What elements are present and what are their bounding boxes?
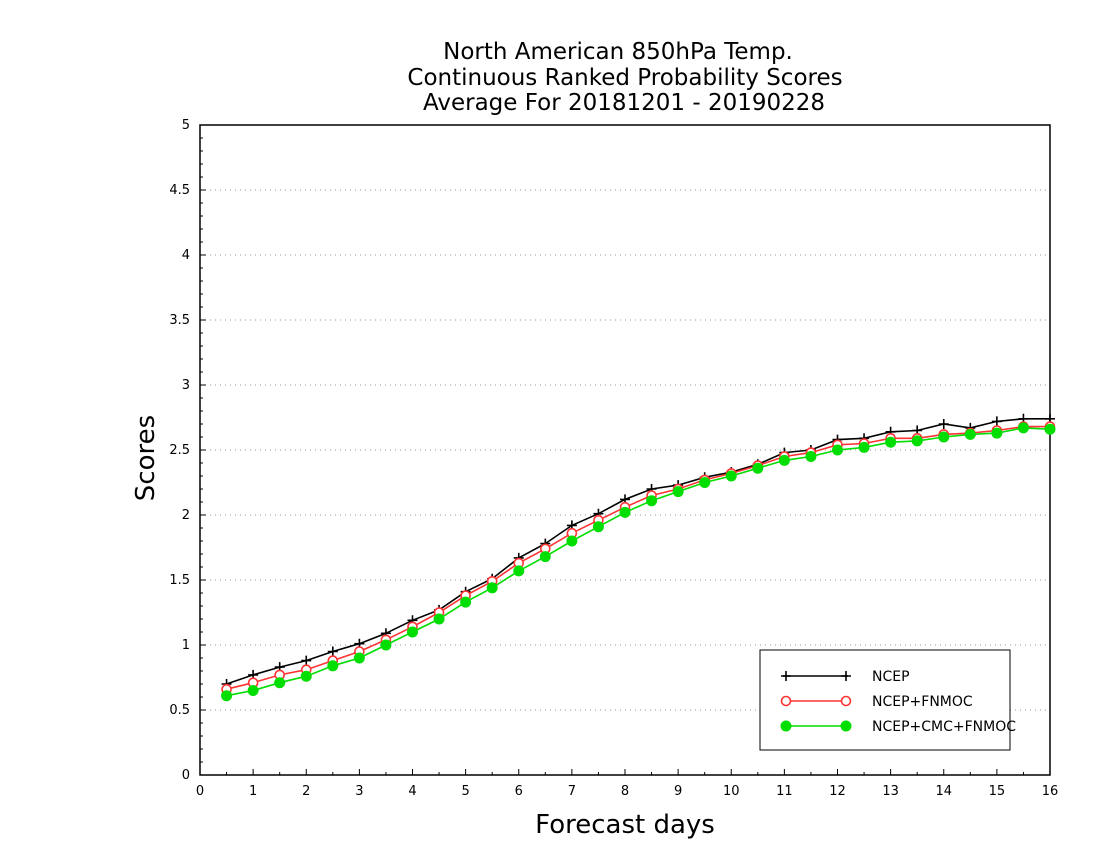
- x-axis-label: Forecast days: [535, 810, 715, 840]
- x-tick-label-13: 13: [882, 784, 899, 799]
- legend-label-ncep: NCEP: [872, 669, 910, 685]
- data-point-ncep: [938, 419, 949, 429]
- legend-label-ncep-fnmoc: NCEP+FNMOC: [872, 694, 973, 710]
- x-tick-label-5: 5: [461, 784, 469, 799]
- x-tick-label-4: 4: [408, 784, 416, 799]
- data-point-ncep-cmc-fnmoc: [778, 454, 790, 466]
- y-tick-label-3: 1.5: [169, 573, 190, 588]
- data-point-ncep-cmc-fnmoc: [407, 626, 418, 638]
- series-ncep-cmc-fnmoc: [221, 422, 1056, 702]
- data-point-ncep-cmc-fnmoc: [513, 565, 525, 577]
- data-point-ncep-cmc-fnmoc: [646, 495, 658, 507]
- x-tick-label-3: 3: [355, 784, 363, 799]
- data-point-ncep-cmc-fnmoc: [858, 441, 870, 453]
- data-point-ncep-cmc-fnmoc: [672, 486, 684, 498]
- data-point-ncep-cmc-fnmoc: [380, 639, 392, 651]
- data-point-ncep: [301, 655, 312, 666]
- gridlines: [200, 189, 1050, 711]
- y-tick-label-1: 0.5: [169, 703, 190, 718]
- y-tick-label-5: 2.5: [169, 443, 190, 458]
- x-tick-label-16: 16: [1042, 784, 1059, 799]
- y-tick-label-6: 3: [182, 378, 190, 393]
- data-point-ncep-cmc-fnmoc: [885, 436, 897, 448]
- chart-title-line-1: North American 850hPa Temp.: [443, 39, 793, 65]
- data-point-ncep-cmc-fnmoc: [327, 660, 339, 672]
- data-point-ncep: [991, 416, 1002, 427]
- legend-marker-ncep: [841, 671, 851, 681]
- data-point-ncep-cmc-fnmoc: [221, 690, 233, 702]
- y-tick-label-8: 4: [182, 248, 190, 263]
- data-point-ncep-cmc-fnmoc: [911, 435, 923, 447]
- data-series: [221, 413, 1056, 702]
- x-tick-label-10: 10: [723, 784, 740, 799]
- data-point-ncep-cmc-fnmoc: [247, 685, 259, 696]
- data-point-ncep-cmc-fnmoc: [1044, 423, 1056, 435]
- y-axis-ticks: 0 0.5 1 1.5 2 2.5 3 3.5 4 4.5 5: [169, 118, 206, 783]
- data-point-ncep: [327, 646, 338, 657]
- y-axis-label: Scores: [131, 415, 161, 501]
- data-point-ncep-cmc-fnmoc: [566, 535, 578, 547]
- x-tick-label-14: 14: [935, 784, 952, 799]
- x-tick-label-8: 8: [621, 784, 629, 799]
- x-tick-label-2: 2: [302, 784, 310, 799]
- data-point-ncep-cmc-fnmoc: [300, 670, 312, 682]
- x-tick-label-0: 0: [196, 784, 204, 799]
- data-point-ncep-cmc-fnmoc: [832, 444, 843, 456]
- y-tick-label-10: 5: [182, 118, 190, 133]
- data-point-ncep-cmc-fnmoc: [991, 427, 1003, 439]
- y-tick-label-7: 3.5: [169, 313, 190, 328]
- y-tick-label-2: 1: [182, 638, 190, 653]
- y-tick-label-0: 0: [182, 768, 190, 783]
- legend-marker-ncep-cmc-fnmoc: [840, 720, 852, 732]
- series-ncep: [221, 413, 1055, 689]
- x-tick-label-7: 7: [568, 784, 576, 799]
- chart-title-line-2: Continuous Ranked Probability Scores: [407, 65, 842, 91]
- data-point-ncep-cmc-fnmoc: [433, 613, 445, 625]
- data-point-ncep-cmc-fnmoc: [619, 506, 631, 518]
- data-point-ncep-cmc-fnmoc: [539, 551, 551, 563]
- y-tick-label-4: 2: [182, 508, 190, 523]
- data-point-ncep-cmc-fnmoc: [1017, 422, 1029, 434]
- x-tick-label-12: 12: [829, 784, 846, 799]
- y-tick-label-9: 4.5: [169, 183, 190, 198]
- x-tick-label-6: 6: [515, 784, 523, 799]
- chart-title-line-3: Average For 20181201 - 20190228: [423, 90, 825, 116]
- data-point-ncep-cmc-fnmoc: [699, 477, 711, 488]
- x-tick-label-9: 9: [674, 784, 682, 799]
- data-point-ncep-cmc-fnmoc: [592, 521, 604, 533]
- legend-marker-ncep-fnmoc: [780, 695, 792, 707]
- legend-label-ncep-cmc-fnmoc: NCEP+CMC+FNMOC: [872, 719, 1016, 735]
- data-point-ncep-cmc-fnmoc: [805, 451, 817, 462]
- x-tick-label-1: 1: [249, 784, 257, 799]
- x-axis-ticks: 0 1 2 3 4 5 6 7 8 9 10 11 12 13 14 15 16: [196, 769, 1058, 799]
- data-point-ncep-cmc-fnmoc: [460, 596, 472, 608]
- legend-marker-ncep: [781, 671, 791, 681]
- legend-box: [759, 649, 1011, 751]
- legend-marker-ncep-fnmoc: [840, 695, 852, 707]
- data-point-ncep-cmc-fnmoc: [964, 428, 976, 440]
- chart-title: North American 850hPa Temp. Continuous R…: [407, 39, 842, 116]
- legend-marker-ncep-cmc-fnmoc: [780, 720, 792, 732]
- data-point-ncep-cmc-fnmoc: [725, 470, 737, 482]
- x-tick-label-15: 15: [989, 784, 1006, 799]
- data-point-ncep-cmc-fnmoc: [353, 652, 365, 664]
- data-point-ncep-cmc-fnmoc: [274, 677, 286, 689]
- x-tick-label-11: 11: [776, 784, 793, 799]
- legend: NCEP NCEP+FNMOC NCEP+CMC+FNMOC: [759, 649, 1016, 751]
- data-point-ncep-cmc-fnmoc: [752, 462, 764, 474]
- data-point-ncep-cmc-fnmoc: [938, 431, 950, 443]
- data-point-ncep-cmc-fnmoc: [486, 582, 498, 594]
- series-line-ncep: [226, 417, 1050, 685]
